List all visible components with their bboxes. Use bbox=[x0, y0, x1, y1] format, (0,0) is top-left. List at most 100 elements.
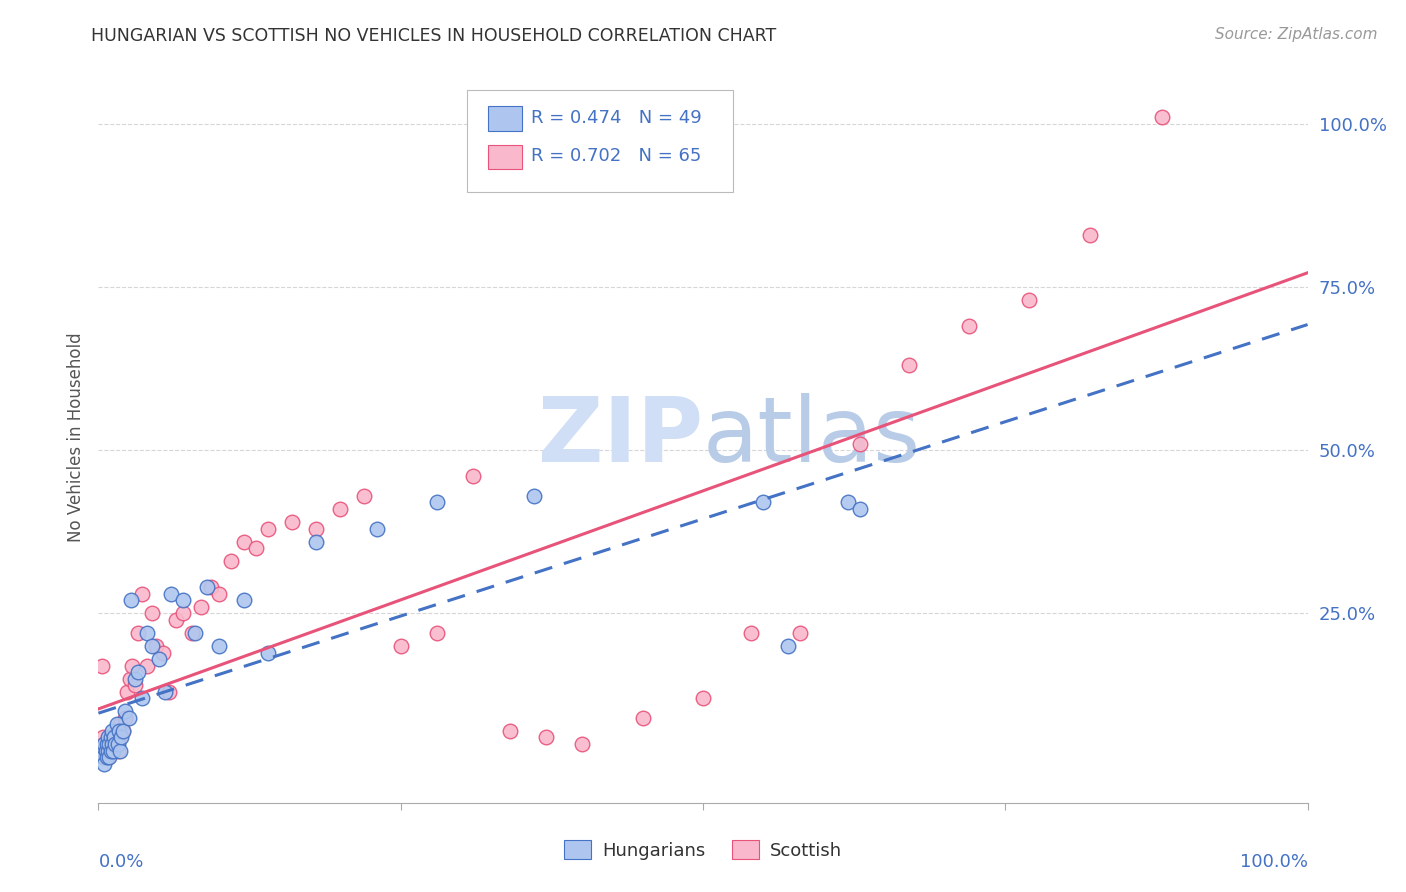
Point bbox=[152, 646, 174, 660]
Point bbox=[534, 731, 557, 745]
Point bbox=[752, 495, 775, 509]
Point bbox=[631, 711, 654, 725]
Point bbox=[111, 723, 134, 738]
Text: R = 0.702   N = 65: R = 0.702 N = 65 bbox=[531, 147, 702, 165]
Point bbox=[121, 658, 143, 673]
Point bbox=[389, 639, 412, 653]
Point bbox=[100, 723, 122, 738]
Point bbox=[104, 731, 127, 745]
Point bbox=[100, 743, 122, 757]
Point bbox=[426, 495, 449, 509]
Point bbox=[190, 599, 212, 614]
Point bbox=[100, 737, 122, 751]
Point bbox=[98, 743, 121, 757]
Point bbox=[101, 743, 124, 757]
Point bbox=[221, 554, 243, 568]
Point bbox=[957, 319, 980, 334]
FancyBboxPatch shape bbox=[488, 145, 522, 169]
Point bbox=[101, 737, 124, 751]
Point bbox=[837, 495, 859, 509]
Point bbox=[256, 646, 278, 660]
Point bbox=[131, 691, 153, 706]
Point bbox=[692, 691, 714, 706]
Y-axis label: No Vehicles in Household: No Vehicles in Household bbox=[66, 332, 84, 542]
Point bbox=[93, 756, 115, 771]
Point bbox=[124, 678, 146, 692]
Point bbox=[571, 737, 593, 751]
Point bbox=[740, 626, 762, 640]
Point bbox=[96, 737, 118, 751]
Point bbox=[776, 639, 799, 653]
Point bbox=[93, 737, 115, 751]
Point bbox=[98, 737, 121, 751]
Point bbox=[114, 705, 136, 719]
Point bbox=[281, 515, 304, 529]
Point bbox=[232, 534, 254, 549]
Point bbox=[100, 743, 122, 757]
Point bbox=[91, 658, 114, 673]
Point bbox=[93, 750, 115, 764]
Point bbox=[94, 743, 117, 757]
Point bbox=[93, 737, 115, 751]
Point bbox=[195, 580, 218, 594]
Point bbox=[245, 541, 267, 555]
Point bbox=[789, 626, 811, 640]
Point bbox=[108, 731, 131, 745]
Point bbox=[208, 639, 231, 653]
Point bbox=[103, 731, 125, 745]
FancyBboxPatch shape bbox=[488, 106, 522, 130]
Point bbox=[200, 580, 222, 594]
Point bbox=[117, 685, 139, 699]
Point bbox=[463, 469, 485, 483]
Point bbox=[91, 743, 114, 757]
Point bbox=[96, 737, 118, 751]
Point bbox=[105, 737, 128, 751]
Point bbox=[91, 731, 114, 745]
Point bbox=[131, 587, 153, 601]
Point bbox=[108, 723, 131, 738]
Point bbox=[108, 717, 131, 731]
Point bbox=[91, 750, 114, 764]
Point bbox=[1152, 110, 1174, 124]
Text: R = 0.474   N = 49: R = 0.474 N = 49 bbox=[531, 109, 702, 128]
Point bbox=[256, 521, 278, 535]
Point bbox=[184, 626, 207, 640]
Point bbox=[98, 737, 121, 751]
Point bbox=[111, 723, 134, 738]
Point bbox=[100, 731, 122, 745]
Point bbox=[127, 665, 149, 680]
Point bbox=[96, 750, 118, 764]
Point bbox=[110, 723, 132, 738]
Text: atlas: atlas bbox=[703, 393, 921, 481]
Point bbox=[107, 743, 129, 757]
Point bbox=[120, 593, 142, 607]
Point bbox=[232, 593, 254, 607]
Point bbox=[141, 639, 163, 653]
Point bbox=[104, 737, 127, 751]
Point bbox=[103, 743, 125, 757]
Point bbox=[849, 502, 872, 516]
Point bbox=[96, 750, 118, 764]
Point bbox=[897, 358, 920, 372]
Point bbox=[498, 723, 520, 738]
Point bbox=[97, 743, 120, 757]
Point bbox=[849, 436, 872, 450]
Point bbox=[148, 652, 170, 666]
Legend: Hungarians, Scottish: Hungarians, Scottish bbox=[557, 833, 849, 867]
Point bbox=[208, 587, 231, 601]
Point bbox=[160, 587, 183, 601]
Point bbox=[98, 750, 121, 764]
Point bbox=[1078, 227, 1101, 242]
Point bbox=[107, 737, 129, 751]
Point bbox=[426, 626, 449, 640]
Point bbox=[366, 521, 388, 535]
Point bbox=[97, 743, 120, 757]
Point bbox=[118, 672, 141, 686]
Point bbox=[124, 672, 146, 686]
Point bbox=[100, 731, 122, 745]
Point bbox=[523, 489, 546, 503]
Point bbox=[157, 685, 180, 699]
Point bbox=[153, 685, 176, 699]
Point bbox=[127, 626, 149, 640]
Point bbox=[165, 613, 187, 627]
